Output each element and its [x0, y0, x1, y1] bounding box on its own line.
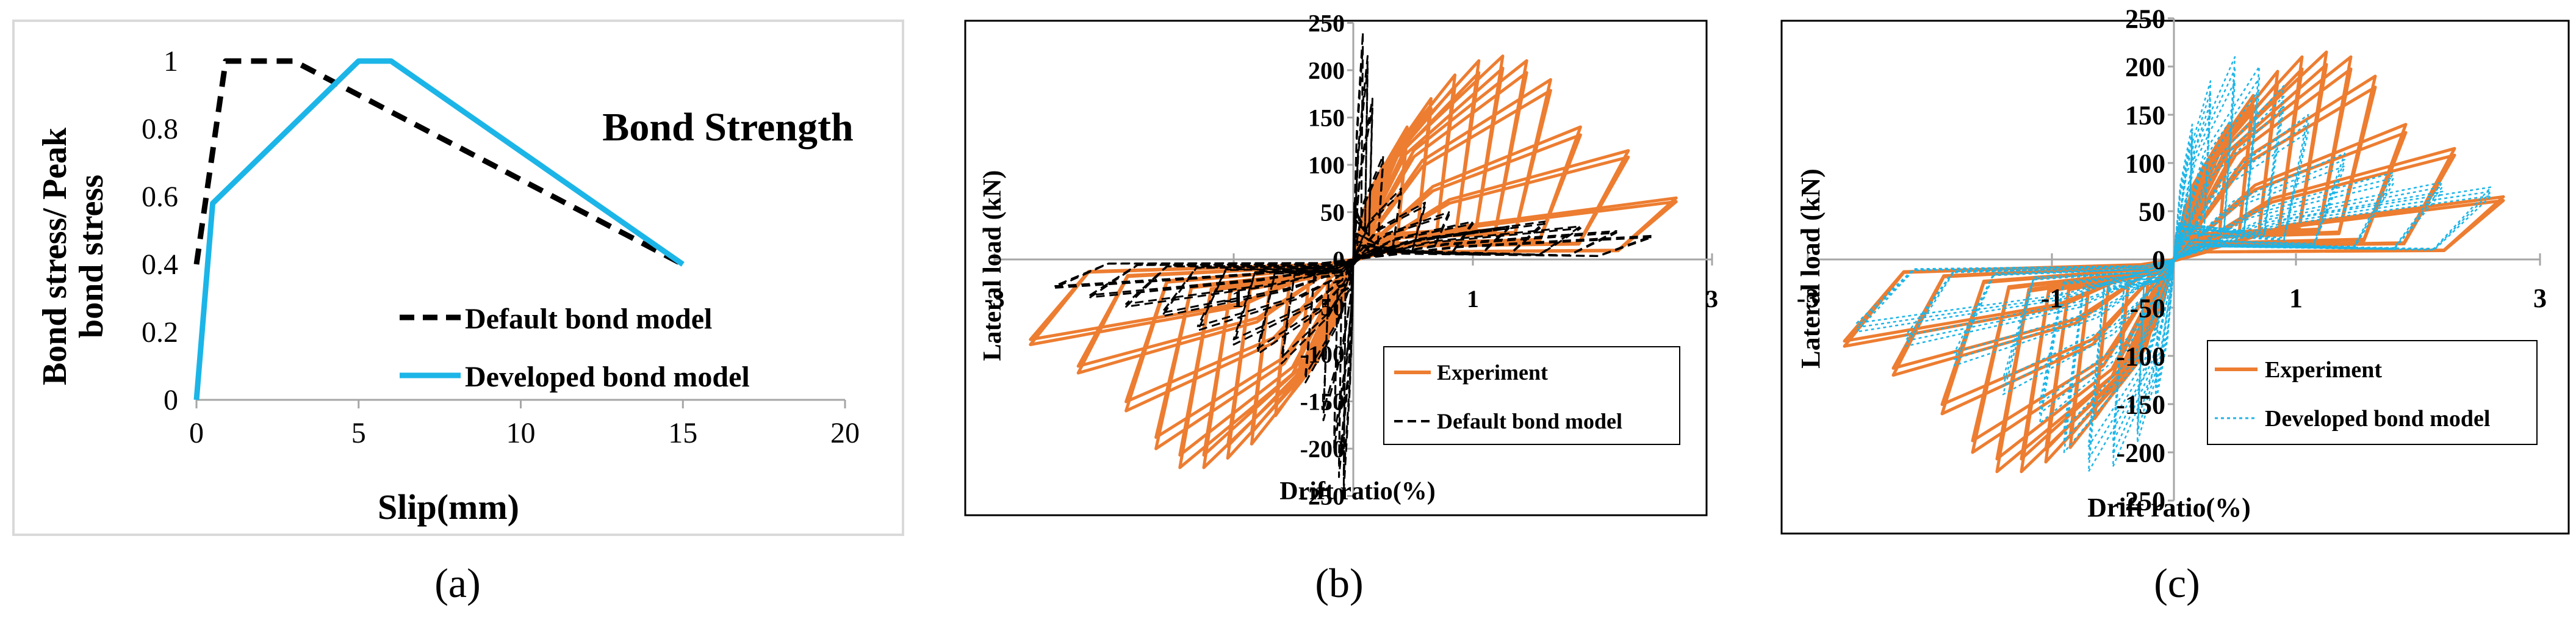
panel-b-y-tick-label: -50 — [1312, 294, 1345, 321]
panel-b-x-tick-label: -1 — [1223, 285, 1243, 313]
panel-c-x-tick-label: 3 — [2533, 283, 2547, 313]
panel-a-y-tick-label: 0 — [164, 384, 178, 416]
panel-a-legend: Default bond model Developed bond model — [400, 303, 750, 393]
legend-label-developed-c: Developed bond model — [2265, 406, 2490, 432]
panel-b-y-tick-label: -150 — [1300, 388, 1345, 416]
panel-b-x-tick-label: 1 — [1467, 285, 1479, 313]
panel-b-xlabel: Drift ratio(%) — [1279, 477, 1435, 505]
panel-a-y-tick-label: 0.6 — [142, 181, 178, 213]
panel-c-frame — [1780, 20, 2570, 535]
panel-b-y-tick-label: 200 — [1308, 57, 1345, 84]
panel-a-x-tick-label: 5 — [351, 417, 366, 449]
panel-c-x-tick-label: -3 — [1797, 283, 1819, 313]
panel-c-xlabel: Drift ratio(%) — [2087, 493, 2251, 523]
legend-label-experiment-c: Experiment — [2265, 357, 2382, 383]
panel-c-y-tick-label: 50 — [2139, 197, 2165, 226]
panel-b-x-tick-label: -3 — [984, 285, 1004, 313]
panel-b-x-tick-label: 3 — [1706, 285, 1718, 313]
legend-label-experiment-b: Experiment — [1437, 360, 1548, 385]
panel-a: 0 0.2 0.4 0.6 0.8 1 0 5 10 15 20 Bond Strength Sl… — [12, 20, 904, 536]
panel-c-y-tick-label: -150 — [2116, 389, 2165, 419]
panel-a-ylabel-line1: Bond stress/ Peak — [36, 127, 74, 385]
panel-c-y-tick-label: -250 — [2116, 486, 2165, 516]
panel-b-y-tick-label: -200 — [1300, 435, 1345, 463]
panel-c-y-tick-label: -200 — [2116, 438, 2165, 468]
panel-c-x-tick-label: -1 — [2041, 283, 2063, 313]
panel-b-y-tick-label: -100 — [1300, 341, 1345, 368]
panel-b-y-tick-label: 100 — [1308, 151, 1345, 179]
panel-a-y-tick-label: 0.4 — [142, 248, 178, 281]
panel-c-y-tick-label: -50 — [2129, 293, 2165, 323]
panel-a-y-tick-label: 0.2 — [142, 316, 178, 349]
panel-c-legend: Experiment Developed bond model — [2207, 340, 2538, 445]
panel-c-y-tick-label: 250 — [2125, 4, 2165, 34]
panel-a-y-tick-label: 1 — [164, 45, 178, 78]
panel-c-y-tick-label: 0 — [2152, 245, 2165, 275]
panel-c: -250 -200 -150 -100 -50 0 50 100 150 200 250 -3 -1 1… — [1780, 4, 2570, 535]
legend-label-default-b: Default bond model — [1437, 409, 1622, 433]
legend-label-default: Default bond model — [465, 303, 712, 335]
panel-a-xlabel: Slip(mm) — [378, 487, 519, 527]
panel-c-legend-box — [2207, 340, 2538, 445]
panel-a-x-tick-label: 0 — [189, 417, 204, 449]
panel-c-ylabel: Lateral load (kN) — [1796, 168, 1826, 369]
panel-b-ylabel: Lateral load (kN) — [979, 170, 1007, 361]
panel-a-title: Bond Strength — [602, 105, 853, 150]
panel-b-y-tick-label: 250 — [1308, 10, 1345, 37]
panel-b: -250 -200 -150 -100 -50 0 50 100 150 200 250 -3 -1 1… — [964, 10, 1718, 516]
panel-c-y-tick-label: 100 — [2125, 148, 2165, 178]
panel-a-x-tick-label: 20 — [830, 417, 860, 449]
series-default-bond-model — [193, 58, 685, 267]
legend-label-developed: Developed bond model — [465, 361, 750, 393]
panel-b-y-tick-label: 0 — [1333, 246, 1345, 273]
panel-a-label: (a) — [434, 560, 480, 606]
series-developed-bond-model — [193, 58, 685, 400]
panel-a-y-tick-label: 0.8 — [142, 113, 178, 145]
panel-c-y-tick-label: -100 — [2116, 341, 2165, 371]
panel-b-legend: Experiment Default bond model — [1383, 346, 1680, 445]
series-developed-bond-model-c — [1855, 56, 2492, 472]
panel-c-label: (c) — [2154, 560, 2200, 606]
panel-c-x-tick-label: 1 — [2289, 283, 2303, 313]
panel-a-x-tick-label: 15 — [668, 417, 697, 449]
panel-b-y-tick-label: -250 — [1300, 483, 1345, 510]
panel-c-y-tick-label: 150 — [2125, 100, 2165, 130]
panel-b-legend-box — [1383, 346, 1680, 445]
series-default-bond-model-b — [1053, 31, 1653, 493]
panel-b-y-tick-label: 150 — [1308, 104, 1345, 132]
panel-a-ylabel-line2: bond stress — [73, 175, 110, 338]
panel-c-y-tick-label: 200 — [2125, 52, 2165, 82]
panel-b-y-tick-label: 50 — [1320, 199, 1345, 226]
panel-b-label: (b) — [1315, 560, 1363, 606]
panel-a-x-tick-label: 10 — [506, 417, 536, 449]
